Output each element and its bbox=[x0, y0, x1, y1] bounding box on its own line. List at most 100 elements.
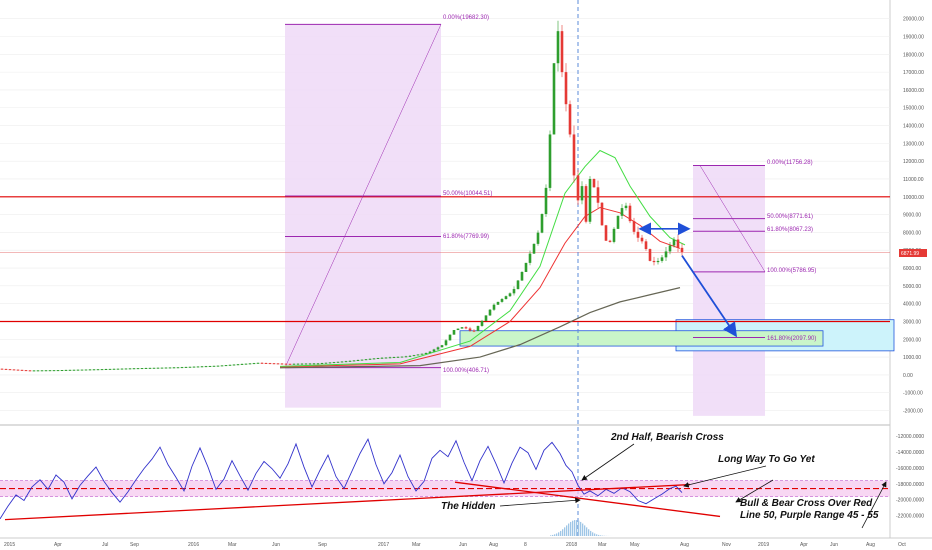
fib-right-label-618: 61.80%(8067.23) bbox=[767, 227, 813, 233]
candle-body bbox=[416, 354, 420, 356]
candle-body bbox=[616, 215, 620, 229]
candle-body bbox=[104, 368, 108, 370]
candle-body bbox=[308, 363, 312, 365]
fib-right-trend bbox=[699, 165, 766, 272]
fib-right-label-1618: 161.80%(2097.90) bbox=[767, 336, 816, 342]
price-tick-label: 0.00 bbox=[903, 373, 913, 379]
price-tick-label: 12000.00 bbox=[903, 159, 924, 165]
candle-body bbox=[604, 225, 608, 241]
candle-body bbox=[524, 262, 528, 272]
time-tick-label: Sep bbox=[130, 542, 139, 548]
candle-body bbox=[4, 368, 8, 370]
candle-body bbox=[300, 363, 304, 365]
time-tick-label: Sep bbox=[318, 542, 327, 548]
candle-body bbox=[108, 368, 112, 370]
candle-body bbox=[304, 363, 308, 365]
candle-body bbox=[384, 357, 388, 359]
time-tick-label: Aug bbox=[489, 542, 498, 548]
candle-body bbox=[556, 31, 560, 64]
oscillator-tick-label: -16000.0000 bbox=[896, 466, 924, 472]
candle-body bbox=[536, 232, 540, 244]
candle-body bbox=[256, 362, 260, 364]
candle-body bbox=[664, 251, 668, 258]
fib-left-label-0: 0.00%(19682.30) bbox=[443, 15, 489, 21]
price-tick-label: -2000.00 bbox=[903, 409, 923, 415]
candle-body bbox=[184, 366, 188, 368]
current-price-tag bbox=[899, 249, 927, 257]
candle-body bbox=[676, 239, 680, 248]
candle-body bbox=[32, 370, 36, 372]
candle-body bbox=[476, 325, 480, 331]
osc-rising-trendline bbox=[4, 483, 691, 521]
time-tick-label: May bbox=[630, 542, 640, 548]
callout-right-edge bbox=[861, 481, 887, 529]
candle-body bbox=[472, 330, 476, 332]
volume-bar bbox=[572, 520, 574, 536]
candle-body bbox=[204, 366, 208, 368]
candle-body bbox=[332, 362, 336, 364]
time-tick-label: 2019 bbox=[758, 542, 769, 548]
callout-bull-bear bbox=[735, 479, 774, 503]
time-tick-label: Aug bbox=[866, 542, 875, 548]
volume-bar bbox=[560, 530, 562, 536]
volume-bar bbox=[590, 530, 592, 536]
candle-body bbox=[168, 367, 172, 369]
candle-body bbox=[372, 358, 376, 360]
candle-body bbox=[188, 366, 192, 368]
candle-body bbox=[96, 369, 100, 371]
volume-bar bbox=[586, 527, 588, 536]
candle-body bbox=[220, 365, 224, 367]
candle-body bbox=[228, 364, 232, 366]
time-tick-label: 2015 bbox=[4, 542, 15, 548]
price-tick-label: 10000.00 bbox=[903, 195, 924, 201]
volume-bar bbox=[600, 535, 602, 536]
callout-second-half bbox=[581, 443, 635, 481]
fib-left-trend bbox=[284, 24, 442, 368]
candle-body bbox=[632, 221, 636, 232]
candle-body bbox=[492, 304, 496, 310]
candle-body bbox=[360, 359, 364, 361]
candle-body bbox=[428, 351, 432, 354]
candle-body bbox=[68, 369, 72, 371]
candle-body bbox=[528, 253, 532, 263]
candle-body bbox=[216, 365, 220, 367]
candle-body bbox=[136, 368, 140, 370]
fib-zone-right bbox=[693, 165, 765, 416]
candle-body bbox=[348, 360, 352, 362]
candle-body bbox=[76, 369, 80, 371]
candle-body bbox=[580, 186, 584, 201]
oscillator-tick-label: -14000.0000 bbox=[896, 450, 924, 456]
candle-body bbox=[156, 367, 160, 369]
candle-body bbox=[500, 299, 504, 302]
volume-bar bbox=[580, 521, 582, 536]
candle-body bbox=[324, 362, 328, 364]
candle-body bbox=[284, 363, 288, 365]
candle-body bbox=[80, 369, 84, 371]
volume-bar bbox=[594, 533, 596, 536]
candle-body bbox=[64, 369, 68, 371]
time-tick-label: Mar bbox=[598, 542, 607, 548]
time-tick-label: Oct bbox=[898, 542, 906, 548]
price-tick-label: 6000.00 bbox=[903, 266, 921, 272]
candle-body bbox=[376, 357, 380, 359]
annotation-hidden: The Hidden bbox=[441, 501, 495, 512]
candle-body bbox=[152, 367, 156, 369]
candle-body bbox=[612, 228, 616, 242]
candle-body bbox=[40, 370, 44, 372]
candle-body bbox=[44, 370, 48, 372]
time-tick-label: Apr bbox=[54, 542, 62, 548]
price-tick-label: 13000.00 bbox=[903, 141, 924, 147]
candle-body bbox=[452, 330, 456, 335]
price-tick-label: 17000.00 bbox=[903, 70, 924, 76]
candle-body bbox=[36, 370, 40, 372]
candle-body bbox=[336, 361, 340, 363]
time-tick-label: Jun bbox=[272, 542, 280, 548]
candle-body bbox=[400, 356, 404, 358]
time-tick-label: Nov bbox=[722, 542, 731, 548]
candle-body bbox=[180, 367, 184, 369]
candle-body bbox=[576, 175, 580, 201]
candle-body bbox=[484, 315, 488, 321]
candle-body bbox=[100, 369, 104, 371]
